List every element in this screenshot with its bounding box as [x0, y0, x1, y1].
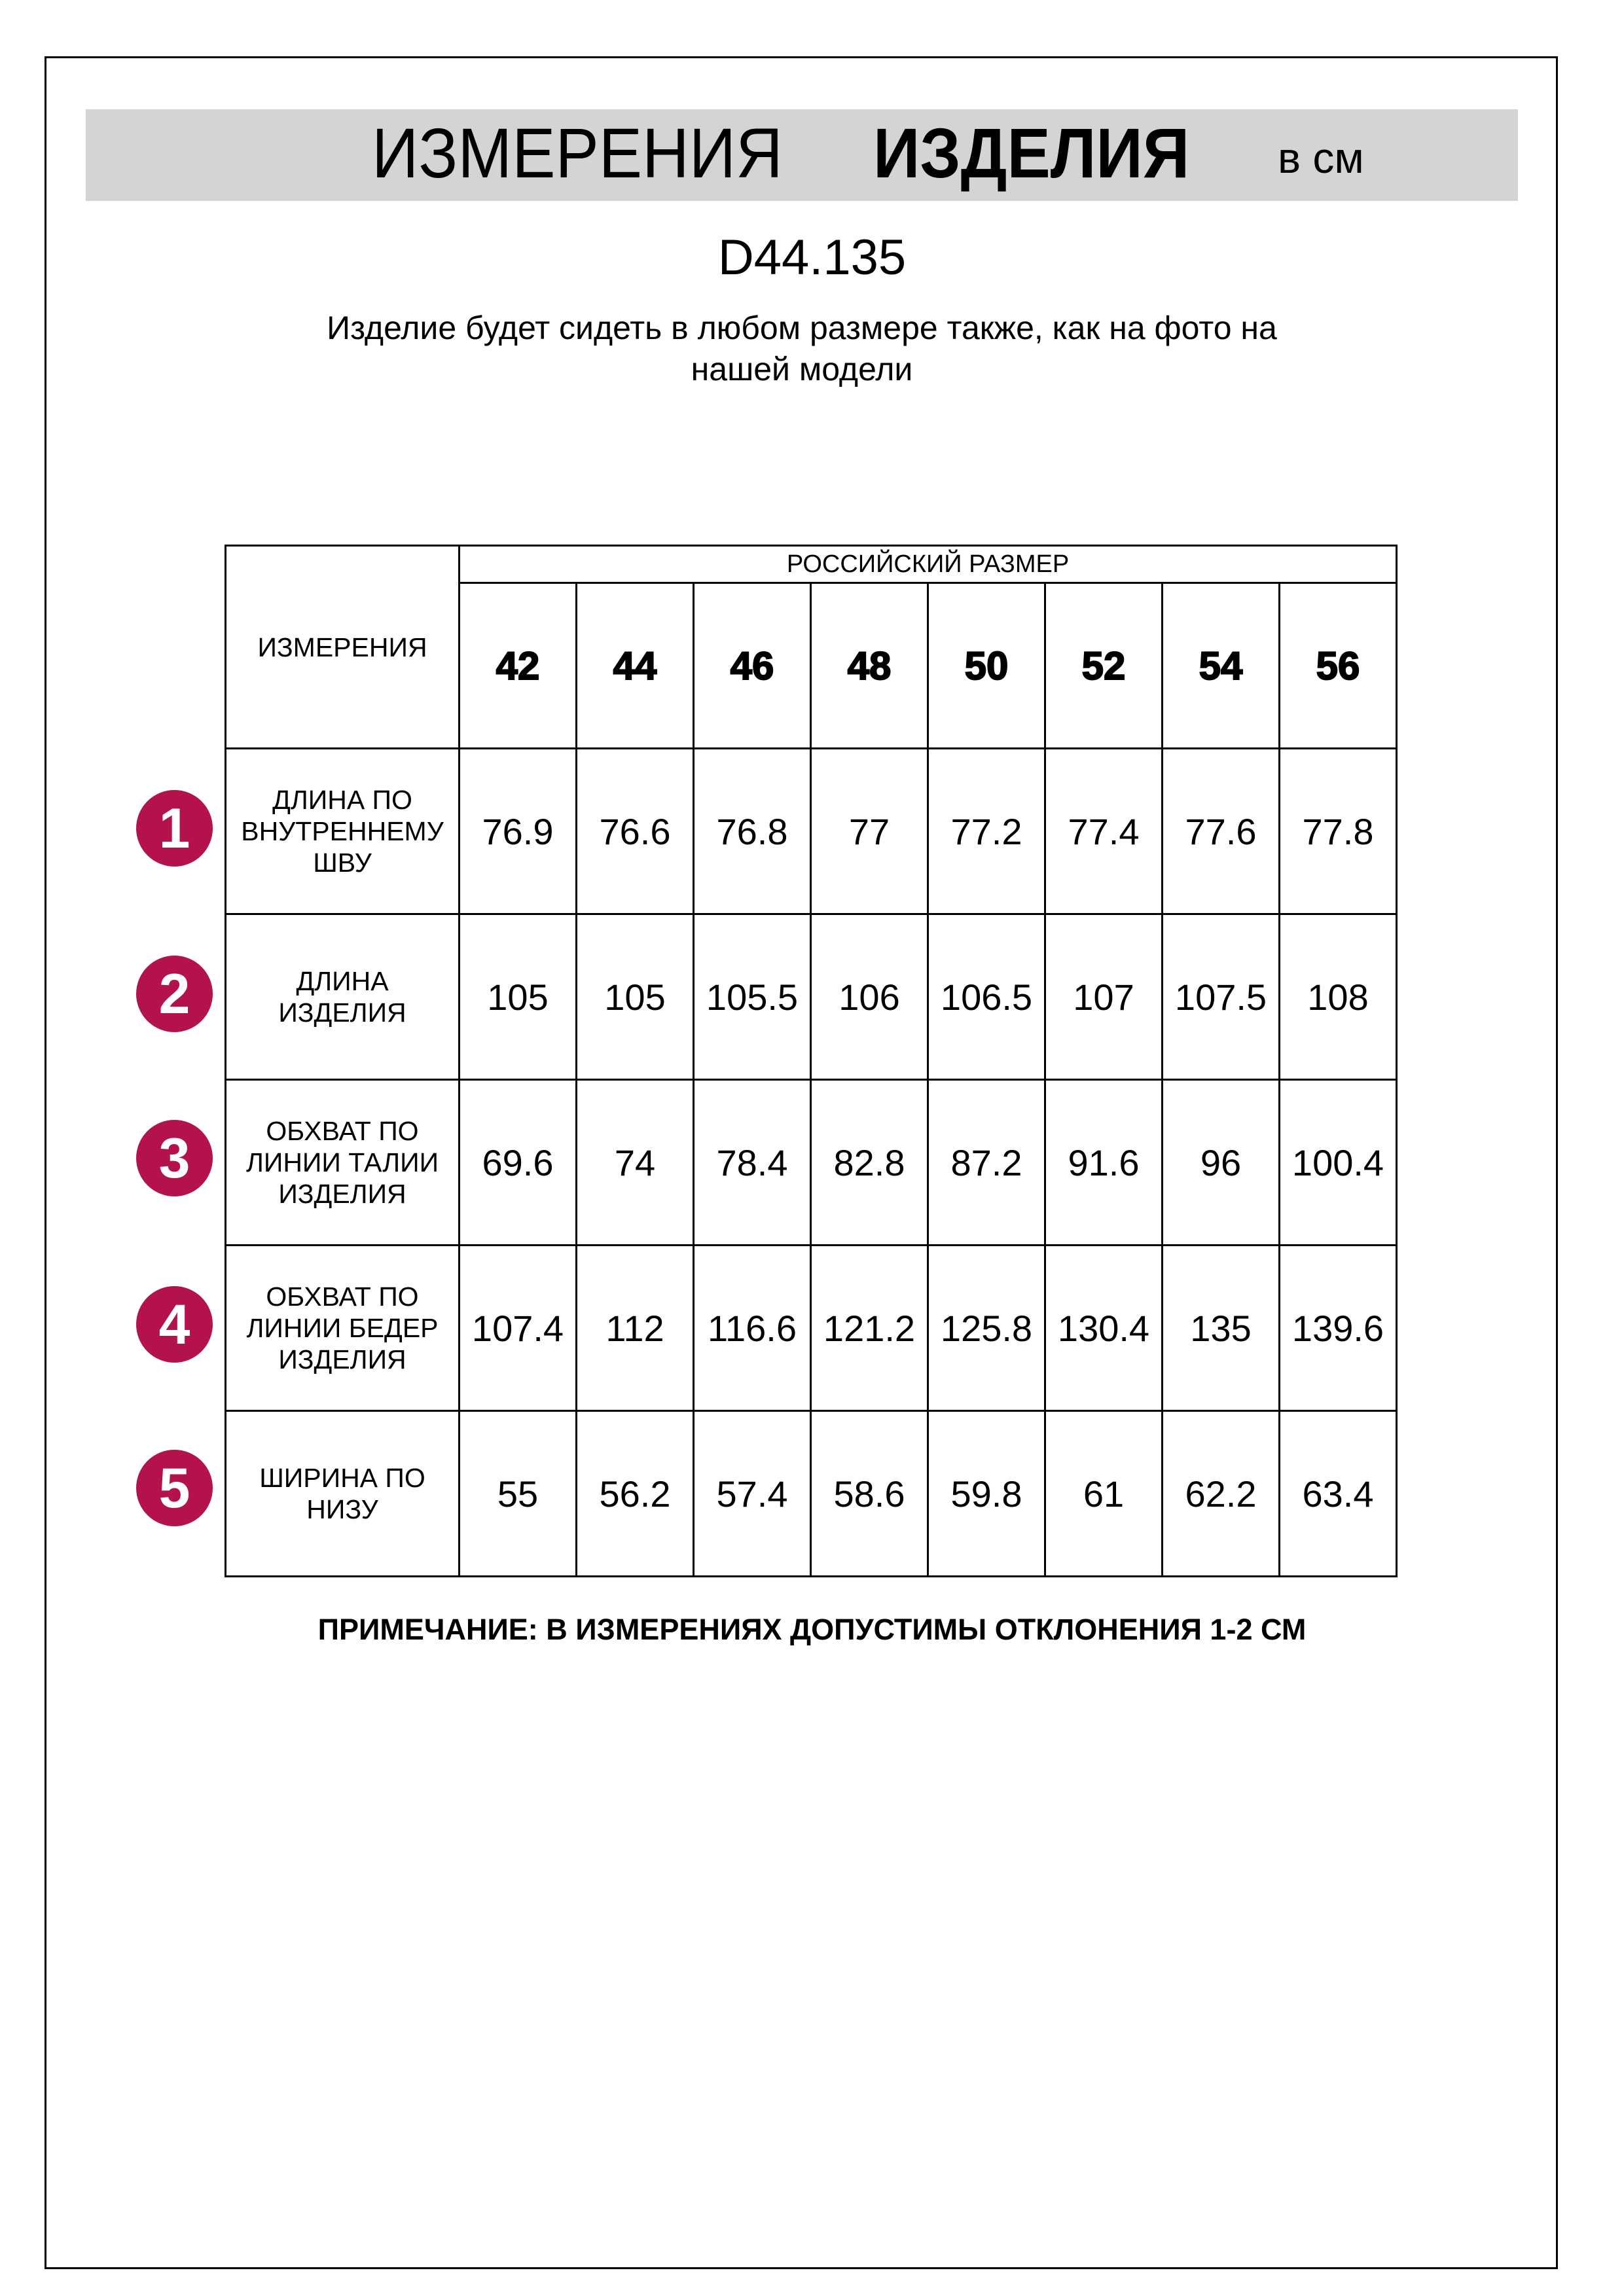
row-number-badge: 3: [136, 1120, 213, 1196]
page-frame: [45, 56, 1558, 2269]
value-cell: 107.5: [1161, 913, 1280, 1081]
value-cell: 77.8: [1278, 747, 1398, 915]
value-cell: 139.6: [1278, 1244, 1398, 1412]
size-header: 52: [1044, 582, 1163, 749]
value-cell: 91.6: [1044, 1079, 1163, 1246]
row-number-badge: 2: [136, 956, 213, 1032]
title-regular: ИЗМЕРЕНИЯ: [372, 113, 783, 192]
title-band: [86, 109, 1518, 201]
label-line: ОБХВАТ ПО: [266, 1282, 419, 1312]
size-header: 42: [458, 582, 577, 749]
value-cell: 74: [575, 1079, 695, 1246]
value-cell: 107.4: [458, 1244, 577, 1412]
value-cell: 82.8: [810, 1079, 929, 1246]
label-line: ИЗДЕЛИЯ: [278, 997, 406, 1028]
value-cell: 135: [1161, 1244, 1280, 1412]
table-row: ШИРИНА ПО НИЗУ 55 56.2 57.4 58.6 59.8 61 62.2 63.…: [225, 1410, 1398, 1577]
value-cell: 69.6: [458, 1079, 577, 1246]
sizes-row: 42 44 46 48 50 52 54 56: [226, 582, 1398, 749]
value-cell: 87.2: [927, 1079, 1046, 1246]
value-cell: 76.6: [575, 747, 695, 915]
note: ПРИМЕЧАНИЕ: В ИЗМЕРЕНИЯХ ДОПУСТИМЫ ОТКЛО…: [317, 1613, 1307, 1646]
group-label: РОССИЙСКИЙ РАЗМЕР: [458, 545, 1398, 584]
label-line: ДЛИНА ПО: [272, 785, 412, 815]
value-cell: 106: [810, 913, 929, 1081]
value-cell: 57.4: [693, 1410, 812, 1577]
value-cell: 105: [458, 913, 577, 1081]
value-cell: 76.9: [458, 747, 577, 915]
value-cell: 105: [575, 913, 695, 1081]
value-cell: 105.5: [693, 913, 812, 1081]
subtitle-line: Изделие будет сидеть в любом размере так…: [327, 310, 1277, 346]
label-line: ШВУ: [313, 848, 372, 878]
label-line: ЛИНИИ ТАЛИИ: [245, 1147, 439, 1177]
label-line: ВНУТРЕННЕМУ: [241, 816, 444, 846]
size-table: ИЗМЕРЕНИЯ РОССИЙСКИЙ РАЗМЕР 42 44 46 48 50 52…: [225, 545, 1398, 1577]
value-cell: 121.2: [810, 1244, 929, 1412]
size-header: 46: [693, 582, 812, 749]
row-number-badge: 5: [136, 1450, 213, 1526]
corner-label: ИЗМЕРЕНИЯ: [225, 545, 460, 749]
size-header: 48: [810, 582, 929, 749]
title-unit: в см: [1278, 134, 1364, 182]
value-cell: 116.6: [693, 1244, 812, 1412]
size-header: 50: [927, 582, 1046, 749]
label-line: ДЛИНА: [296, 966, 389, 996]
value-cell: 108: [1278, 913, 1398, 1081]
table-row: ОБХВАТ ПО ЛИНИИ ТАЛИИ ИЗДЕЛИЯ 69.6 74 78.4 82.…: [225, 1079, 1398, 1246]
measurement-label: ОБХВАТ ПО ЛИНИИ ТАЛИИ ИЗДЕЛИЯ: [225, 1079, 460, 1246]
value-cell: 56.2: [575, 1410, 695, 1577]
label-line: НИЗУ: [306, 1494, 378, 1524]
value-cell: 58.6: [810, 1410, 929, 1577]
value-cell: 59.8: [927, 1410, 1046, 1577]
measurement-label: ДЛИНА ИЗДЕЛИЯ: [225, 913, 460, 1081]
measurement-label: ШИРИНА ПО НИЗУ: [225, 1410, 460, 1577]
value-cell: 130.4: [1044, 1244, 1163, 1412]
value-cell: 76.8: [693, 747, 812, 915]
product-code: D44.135: [717, 230, 907, 285]
row-number-badge: 1: [136, 790, 213, 867]
subtitle: Изделие будет сидеть в любом размере так…: [249, 308, 1355, 390]
table-row: ДЛИНА ПО ВНУТРЕННЕМУ ШВУ 76.9 76.6 76.8 77 77.2…: [225, 747, 1398, 915]
label-line: ИЗДЕЛИЯ: [278, 1179, 406, 1209]
value-cell: 62.2: [1161, 1410, 1280, 1577]
label-line: ОБХВАТ ПО: [266, 1116, 419, 1146]
label-line: ЛИНИИ БЕДЕР: [246, 1313, 439, 1343]
value-cell: 77.6: [1161, 747, 1280, 915]
table-row: ДЛИНА ИЗДЕЛИЯ 105 105 105.5 106 106.5 107 107.5 1…: [225, 913, 1398, 1081]
value-cell: 61: [1044, 1410, 1163, 1577]
measurement-label: ОБХВАТ ПО ЛИНИИ БЕДЕР ИЗДЕЛИЯ: [225, 1244, 460, 1412]
value-cell: 55: [458, 1410, 577, 1577]
value-cell: 77: [810, 747, 929, 915]
value-cell: 106.5: [927, 913, 1046, 1081]
table-row: ОБХВАТ ПО ЛИНИИ БЕДЕР ИЗДЕЛИЯ 107.4 112 116.6…: [225, 1244, 1398, 1412]
value-cell: 77.4: [1044, 747, 1163, 915]
value-cell: 63.4: [1278, 1410, 1398, 1577]
label-line: ШИРИНА ПО: [259, 1463, 425, 1493]
measurement-label: ДЛИНА ПО ВНУТРЕННЕМУ ШВУ: [225, 747, 460, 915]
title-bold: ИЗДЕЛИЯ: [873, 113, 1190, 192]
size-header: 56: [1278, 582, 1398, 749]
value-cell: 125.8: [927, 1244, 1046, 1412]
value-cell: 100.4: [1278, 1079, 1398, 1246]
value-cell: 107: [1044, 913, 1163, 1081]
size-header: 44: [575, 582, 695, 749]
value-cell: 78.4: [693, 1079, 812, 1246]
value-cell: 112: [575, 1244, 695, 1412]
value-cell: 77.2: [927, 747, 1046, 915]
row-number-badge: 4: [136, 1286, 213, 1363]
label-line: ИЗДЕЛИЯ: [278, 1344, 406, 1374]
size-header: 54: [1161, 582, 1280, 749]
value-cell: 96: [1161, 1079, 1280, 1246]
subtitle-line: нашей модели: [691, 351, 913, 387]
